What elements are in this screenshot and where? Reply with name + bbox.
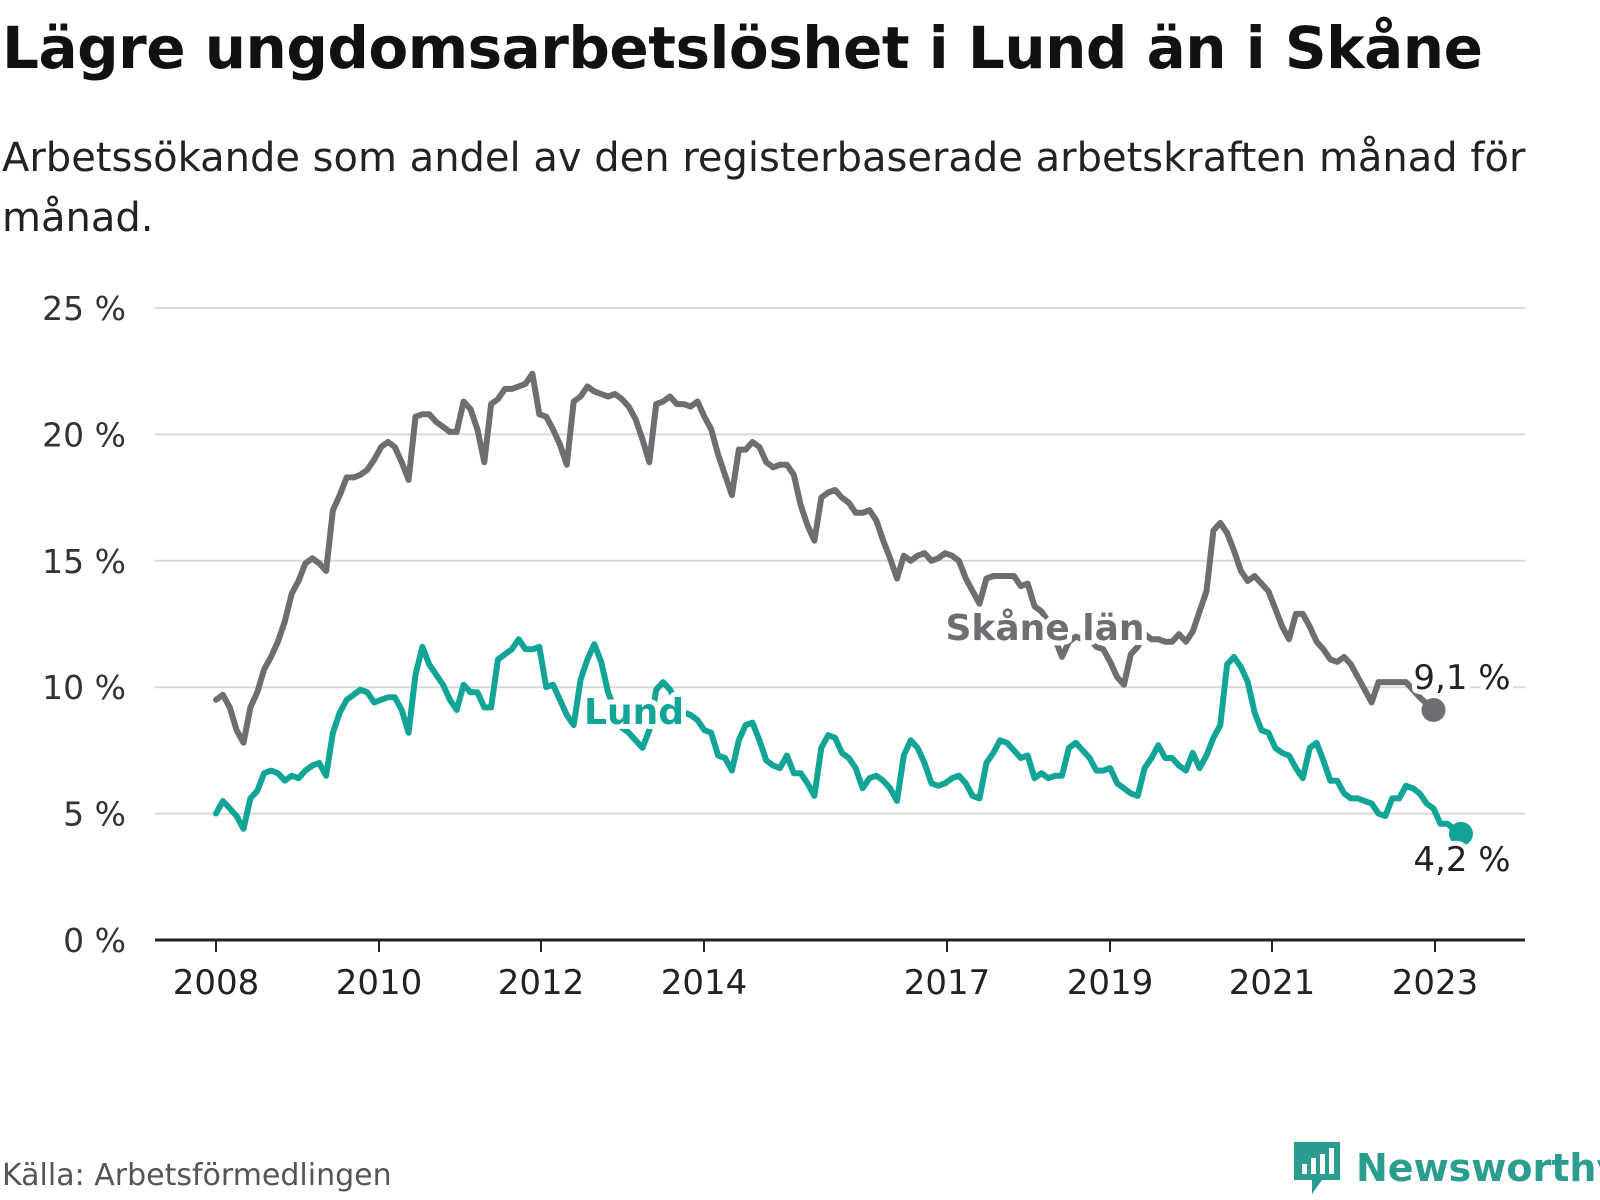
series-label-lund-halo: Lund	[584, 692, 684, 733]
x-tick-label: 2010	[336, 963, 423, 1003]
series-lines	[213, 370, 1473, 846]
y-tick-label: 25 %	[42, 289, 126, 328]
series-label-skane-halo: Skåne län	[945, 608, 1144, 649]
y-tick-label: 10 %	[42, 668, 126, 707]
x-tick-label: 2021	[1229, 963, 1316, 1003]
series-line-lund	[213, 636, 1464, 837]
y-axis-ticks: 0 % 5 % 10 % 15 % 20 % 25 %	[42, 289, 126, 960]
x-tick-label: 2014	[661, 963, 748, 1003]
end-label-skane: 9,1 %	[1413, 658, 1510, 698]
x-tick-label: 2012	[498, 963, 585, 1003]
chart-subtitle: Arbetssökande som andel av den registerb…	[2, 135, 1526, 241]
end-label-skane-halo: 9,1 %	[1413, 658, 1510, 698]
gridlines	[155, 307, 1525, 815]
y-tick-label: 20 %	[42, 415, 126, 454]
newsworthy-logo-icon	[1294, 1142, 1340, 1194]
x-tick-label: 2023	[1392, 963, 1479, 1003]
series-label-skane: Skåne län	[945, 608, 1144, 649]
end-point-skane	[1421, 697, 1446, 722]
x-tick-label: 2017	[904, 963, 991, 1003]
series-label-lund: Lund	[584, 692, 684, 733]
brand-logo[interactable]: Newsworthy	[1292, 1140, 1600, 1196]
x-tick-label: 2008	[173, 963, 260, 1003]
y-tick-label: 15 %	[42, 542, 126, 581]
end-label-lund: 4,2 %	[1413, 840, 1510, 880]
end-label-lund-halo: 4,2 %	[1413, 840, 1510, 880]
y-tick-label: 0 %	[63, 921, 126, 960]
series-line-skane	[213, 370, 1437, 746]
x-tick-label: 2019	[1067, 963, 1154, 1003]
chart-title: Lägre ungdomsarbetslöshet i Lund än i Sk…	[2, 14, 1483, 82]
end-point-lund	[1449, 821, 1473, 846]
source-note: Källa: Arbetsförmedlingen	[2, 1158, 392, 1193]
x-axis: 2008 2010 2012 2014 2017 2019 2021 2023	[155, 938, 1525, 1003]
brand-name: Newsworthy	[1356, 1146, 1600, 1190]
y-tick-label: 5 %	[63, 795, 126, 834]
